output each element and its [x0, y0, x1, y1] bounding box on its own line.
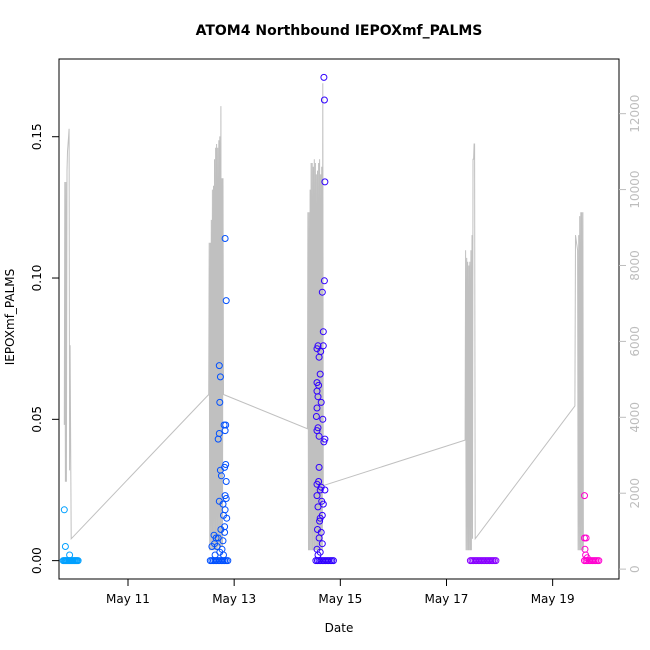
- data-point-flight-3: [316, 370, 324, 378]
- data-point-flight-3: [316, 517, 324, 525]
- data-point-flight-3: [317, 398, 325, 406]
- data-point-flight-2: [214, 435, 222, 443]
- data-point-flight-3: [313, 345, 321, 353]
- data-point-flight-2: [208, 543, 216, 550]
- x-tick-label: May 19: [531, 592, 575, 606]
- data-point-flight-5: [581, 492, 588, 500]
- data-point-flight-3: [315, 463, 323, 471]
- y2-tick-label: 12000: [628, 95, 642, 133]
- axes-layer: May 11 May 13 May 15 May 17 May 19 0.00 0.05 0.…: [30, 58, 642, 606]
- data-point-flight-2: [221, 528, 229, 536]
- data-point-flight-2: [221, 235, 229, 242]
- data-point-flight-3: [320, 438, 328, 446]
- y-axis-label: IEPOXmf_PALMS: [3, 269, 17, 366]
- data-point-flight-2: [216, 398, 224, 406]
- data-point-flight-3: [319, 328, 327, 336]
- x-tick-label: May 13: [212, 592, 256, 606]
- data-point-flight-3: [320, 96, 328, 104]
- data-point-flight-5: [595, 557, 603, 565]
- data-point-flight-2: [217, 472, 225, 480]
- altitude-line: [63, 83, 584, 551]
- chart-title: ATOM4 Northbound IEPOXmf_PALMS: [196, 23, 483, 39]
- data-point-flight-3: [314, 503, 322, 511]
- data-point-flight-3: [313, 492, 321, 500]
- y2-tick-label: 4000: [628, 402, 642, 433]
- data-point-flight-2: [223, 514, 231, 522]
- data-point-flight-3: [316, 514, 324, 522]
- data-point-flight-3: [319, 342, 327, 350]
- data-point-flight-2: [221, 427, 229, 435]
- data-point-flight-2: [219, 537, 227, 545]
- data-point-flight-2: [222, 495, 230, 502]
- data-point-flight-1: [61, 543, 69, 550]
- data-point-flight-3: [318, 288, 326, 296]
- y-tick-label: 0.05: [30, 406, 44, 433]
- data-point-flight-3: [321, 178, 329, 186]
- data-point-flight-3: [315, 534, 323, 542]
- x-axis-label: Date: [325, 621, 354, 635]
- data-point-flight-3: [320, 73, 328, 81]
- y2-tick-label: 10000: [628, 170, 642, 208]
- data-point-flight-3: [316, 486, 324, 494]
- y2-tick-label: 0: [628, 565, 642, 573]
- data-point-flight-3: [312, 413, 320, 420]
- data-point-flight-3: [329, 557, 337, 565]
- data-point-flight-3: [314, 342, 322, 350]
- data-point-flight-3: [321, 486, 329, 494]
- data-point-flight-2: [224, 557, 232, 565]
- data-point-flight-3: [313, 404, 321, 412]
- data-point-flight-3: [314, 393, 322, 401]
- data-point-flight-1: [60, 506, 68, 514]
- data-point-flight-3: [319, 415, 327, 423]
- y-tick-label: 0.00: [30, 547, 44, 574]
- data-points-layer: [59, 73, 603, 565]
- y-tick-label: 0.10: [30, 265, 44, 292]
- data-point-flight-2: [215, 362, 223, 370]
- data-point-flight-1: [74, 557, 82, 565]
- data-point-flight-3: [319, 500, 327, 508]
- data-point-flight-5: [582, 534, 590, 542]
- data-point-flight-2: [222, 297, 230, 305]
- y2-tick-label: 2000: [628, 478, 642, 509]
- data-point-flight-4: [492, 557, 500, 565]
- data-point-flight-3: [315, 353, 323, 361]
- y2-tick-label: 8000: [628, 250, 642, 281]
- data-point-flight-2: [216, 373, 224, 381]
- plot-frame: [58, 58, 620, 580]
- altitude-line-layer: [63, 83, 584, 551]
- x-tick-label: May 17: [425, 592, 469, 606]
- data-point-flight-3: [318, 540, 326, 548]
- x-tick-label: May 15: [318, 592, 362, 606]
- data-point-flight-2: [222, 478, 230, 485]
- data-point-flight-3: [320, 277, 328, 285]
- y-tick-label: 0.15: [30, 123, 44, 150]
- y2-tick-label: 6000: [628, 326, 642, 357]
- x-tick-label: May 11: [106, 592, 150, 606]
- data-point-flight-3: [315, 432, 323, 440]
